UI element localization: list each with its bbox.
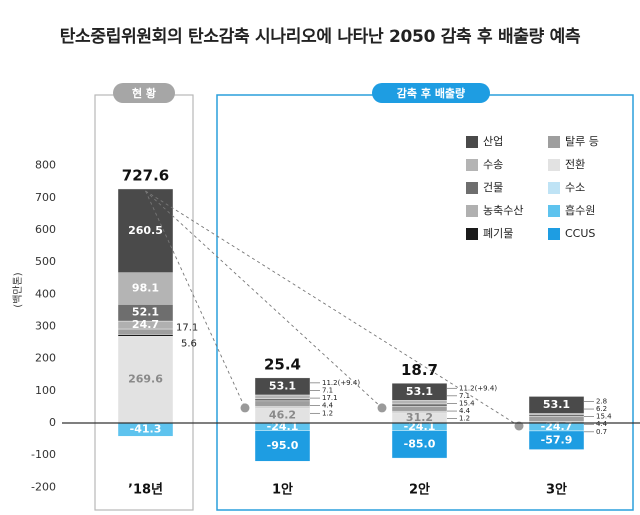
legend-swatch-흡수원 xyxy=(548,205,560,217)
legend-label: 탈루 등 xyxy=(565,135,599,148)
legend-swatch-전환 xyxy=(548,159,560,171)
legend-label: 건물 xyxy=(483,181,503,194)
y-tick-label: 0 xyxy=(49,416,56,429)
bar-segment-폐기물 xyxy=(117,334,174,337)
bar-segment-건물 xyxy=(391,403,448,407)
bar-data-label: 53.1 xyxy=(269,379,296,392)
connector-line xyxy=(145,190,520,427)
bar-segment-전환 xyxy=(117,336,174,424)
bar-data-label: 46.2 xyxy=(269,409,296,422)
bar-side-label: 7.1 xyxy=(322,386,333,394)
legend-swatch-폐기물 xyxy=(466,228,478,240)
legend-label: 농축수산 xyxy=(483,204,523,217)
legend-label: 전환 xyxy=(565,158,585,171)
bar-data-label: 17.1 xyxy=(176,323,198,334)
bar-side-label: 1.2 xyxy=(459,415,470,423)
bar-side-label: 2.8 xyxy=(596,397,607,405)
y-tick-label: 500 xyxy=(35,255,56,268)
bar-side-label: 7.1 xyxy=(459,392,470,400)
bar-data-label: -41.3 xyxy=(130,423,162,436)
bar-side-label: 0.7 xyxy=(596,428,607,436)
connector-dot xyxy=(240,403,250,413)
connector-dot xyxy=(514,421,524,431)
bar-data-label: 31.2 xyxy=(406,411,433,424)
bar-segment-수송 xyxy=(391,400,448,405)
bar-data-label: 5.6 xyxy=(181,338,197,349)
y-tick-label: 600 xyxy=(35,223,56,236)
bar-segment-CCUS xyxy=(391,430,448,459)
bar-data-label: 260.5 xyxy=(128,224,163,237)
legend-label: 폐기물 xyxy=(483,227,513,240)
bar-segment-탈루 등 xyxy=(254,400,311,407)
y-tick-label: 700 xyxy=(35,191,56,204)
legend-swatch-산업 xyxy=(466,136,478,148)
x-category-label: ’18년 xyxy=(128,483,163,498)
connector-dot xyxy=(377,403,387,413)
bar-side-label: 1.2 xyxy=(322,409,333,417)
y-tick-label: 100 xyxy=(35,384,56,397)
y-tick-label: 400 xyxy=(35,287,56,300)
bar-segment-산업 xyxy=(254,377,311,396)
bar-segment-CCUS xyxy=(528,430,585,450)
bar-segment-수송 xyxy=(117,272,174,305)
y-tick-label: -100 xyxy=(31,448,56,461)
legend-label: 수소 xyxy=(565,181,585,194)
y-tick-label: 300 xyxy=(35,320,56,333)
bar-data-label: 98.1 xyxy=(132,282,159,295)
bar-data-label: -57.9 xyxy=(541,433,573,446)
bar-side-label: 4.4 xyxy=(596,420,608,428)
bar-data-label: 53.1 xyxy=(406,385,433,398)
bar-data-label: 52.1 xyxy=(132,306,159,319)
bar-data-label: 24.7 xyxy=(132,318,159,331)
chart-title: 탄소중립위원회의 탄소감축 시나리오에 나타난 2050 감축 후 배출량 예측 xyxy=(59,27,581,47)
connector-line xyxy=(145,190,246,409)
connector-line xyxy=(145,190,383,409)
bar-segment-건물 xyxy=(528,414,585,417)
y-tick-label: 200 xyxy=(35,352,56,365)
bar-side-label: 4.4 xyxy=(322,402,334,410)
bar-segment-건물 xyxy=(254,398,311,402)
bar-side-label: 4.4 xyxy=(459,407,471,415)
group-label-after: 감축 후 배출량 xyxy=(397,86,465,100)
legend-swatch-건물 xyxy=(466,182,478,194)
x-category-label: 2안 xyxy=(409,482,430,498)
bar-data-label: 269.6 xyxy=(128,373,163,386)
bar-data-label: -85.0 xyxy=(404,437,436,450)
legend-swatch-CCUS xyxy=(548,228,560,240)
bar-side-label: 15.4 xyxy=(459,399,475,407)
legend-swatch-탈루 등 xyxy=(548,136,560,148)
y-tick-label: -200 xyxy=(31,480,56,493)
legend-label: 수송 xyxy=(483,158,503,171)
x-category-label: 3안 xyxy=(546,482,567,498)
bar-side-label: 11.2(+9.4) xyxy=(459,384,497,392)
bar-side-label: 15.4 xyxy=(596,413,612,421)
legend-label: CCUS xyxy=(565,227,595,240)
group-pill-current xyxy=(113,83,175,103)
y-tick-label: 800 xyxy=(35,159,56,172)
bar-data-label: -95.0 xyxy=(267,439,299,452)
group-pill-after xyxy=(372,83,490,103)
bar-segment-수송 xyxy=(254,394,311,399)
bar-segment-CCUS xyxy=(254,430,311,462)
bar-side-label: 17.1 xyxy=(322,394,338,402)
bar-total-label: 25.4 xyxy=(264,355,301,373)
legend-label: 산업 xyxy=(483,135,503,148)
group-label-current: 현 황 xyxy=(132,86,156,100)
legend-swatch-수소 xyxy=(548,182,560,194)
y-axis-label: (백만톤) xyxy=(12,272,24,308)
bar-segment-농축수산 xyxy=(254,406,311,408)
bar-total-label: 727.6 xyxy=(122,166,169,184)
bar-side-label: 6.2 xyxy=(596,405,607,413)
legend-label: 흡수원 xyxy=(565,203,595,217)
bar-data-label: 53.1 xyxy=(543,398,570,411)
bar-side-label: 11.2(+9.4) xyxy=(322,379,360,387)
legend-swatch-농축수산 xyxy=(466,205,478,217)
bar-segment-산업 xyxy=(528,396,585,414)
x-category-label: 1안 xyxy=(272,482,293,498)
bar-segment-산업 xyxy=(391,383,448,401)
bar-total-label: 18.7 xyxy=(401,361,438,379)
legend-swatch-수송 xyxy=(466,159,478,171)
